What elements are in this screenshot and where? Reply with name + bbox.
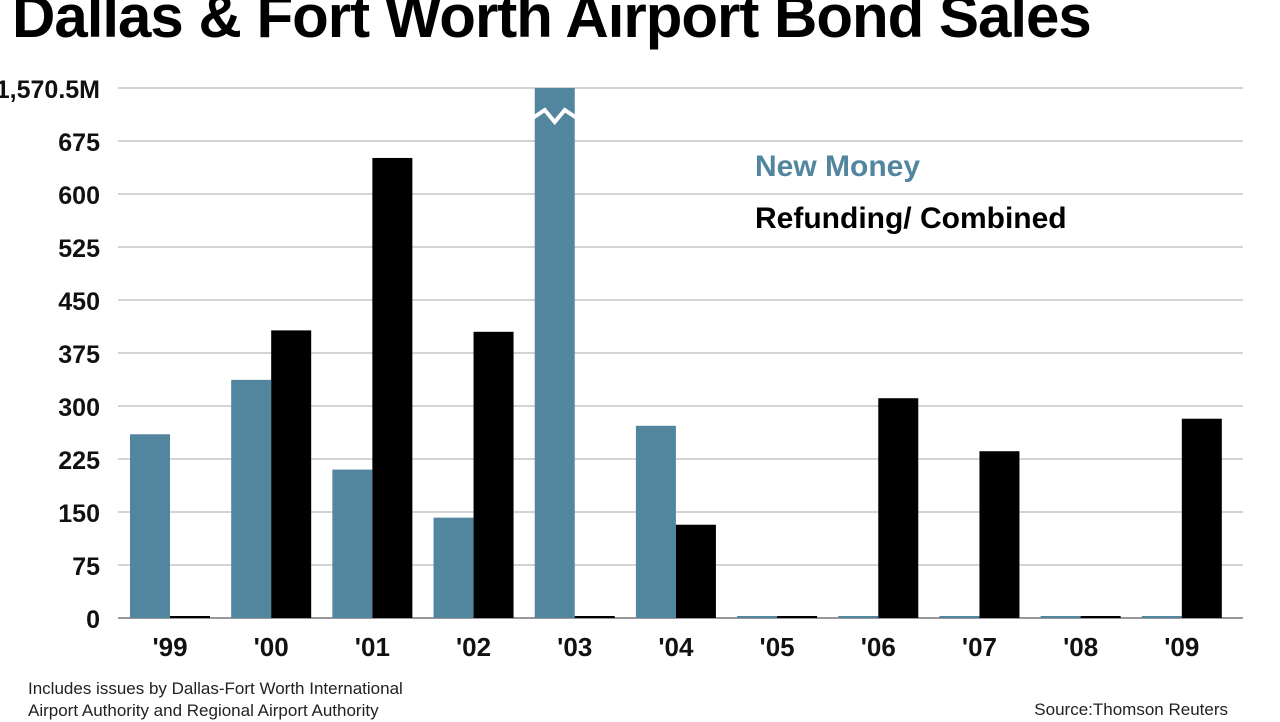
y-tick-label: 225 (58, 447, 100, 475)
bar-refunding-combined-09 (1181, 418, 1222, 618)
y-tick-label: 450 (58, 288, 100, 316)
bar-refunding-combined-03 (574, 616, 615, 618)
x-tick-label: '02 (456, 632, 491, 662)
x-tick-label: '04 (658, 632, 694, 662)
y-tick-label: 150 (58, 500, 100, 528)
bar-new-money-00 (231, 379, 272, 618)
bar-new-money-02 (433, 517, 474, 618)
footnote: Includes issues by Dallas-Fort Worth Int… (28, 678, 403, 722)
bar-refunding-combined-04 (675, 524, 716, 618)
bar-refunding-combined-06 (878, 398, 919, 618)
bar-new-money-03 (534, 88, 575, 618)
footnote-line-1: Includes issues by Dallas-Fort Worth Int… (28, 679, 403, 698)
x-tick-label: '08 (1063, 632, 1098, 662)
y-tick-label: 600 (58, 182, 100, 210)
x-tick-label: '05 (760, 632, 795, 662)
bar-refunding-combined-00 (271, 330, 312, 618)
y-tick-label: $1,570.5M (0, 76, 100, 104)
y-tick-label: 75 (72, 553, 100, 581)
bar-new-money-99 (130, 434, 170, 618)
bar-refunding-combined-05 (777, 616, 818, 618)
x-tick-label: '07 (962, 632, 997, 662)
bar-new-money-01 (332, 469, 373, 618)
bar-refunding-combined-02 (473, 331, 514, 618)
bar-new-money-07 (939, 616, 980, 618)
x-tick-label: '01 (355, 632, 390, 662)
bar-new-money-08 (1040, 616, 1081, 618)
x-tick-label: '00 (254, 632, 289, 662)
y-tick-label: 525 (58, 235, 100, 263)
x-tick-label: '06 (861, 632, 896, 662)
y-tick-label: 300 (58, 394, 100, 422)
source-note: Source:Thomson Reuters (1034, 700, 1228, 719)
bar-new-money-06 (838, 616, 879, 618)
axis-break-mark (531, 107, 578, 126)
bar-refunding-combined-01 (372, 157, 413, 618)
bar-refunding-combined-07 (979, 451, 1020, 618)
legend-new-money: New Money (755, 150, 920, 183)
bar-new-money-09 (1141, 616, 1182, 618)
chart-title: Dallas & Fort Worth Airport Bond Sales (12, 0, 1092, 50)
x-tick-label: '09 (1164, 632, 1199, 662)
legend-refunding-combined: Refunding/ Combined (755, 202, 1067, 235)
y-tick-label: 375 (58, 341, 100, 369)
y-tick-label: 0 (86, 606, 100, 634)
y-tick-label: 675 (58, 129, 100, 157)
bar-new-money-05 (737, 616, 778, 618)
bar-new-money-04 (635, 425, 676, 618)
x-tick-label: '03 (557, 632, 592, 662)
bar-refunding-combined-99 (170, 616, 210, 618)
footnote-line-2: Airport Authority and Regional Airport A… (28, 701, 379, 720)
x-tick-label: '99 (152, 632, 187, 662)
bar-refunding-combined-08 (1080, 616, 1121, 618)
